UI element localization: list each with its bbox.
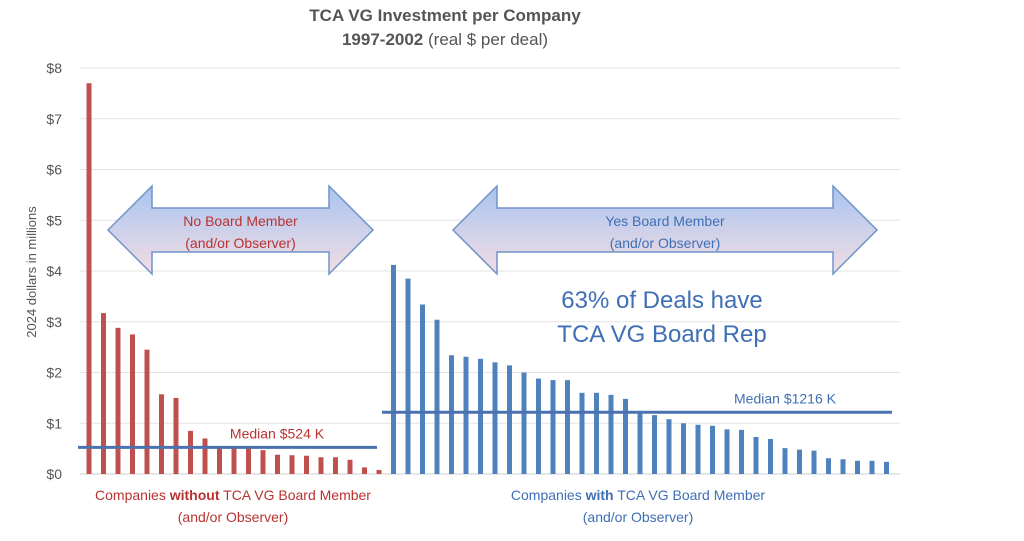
bar-with-board xyxy=(681,423,686,474)
right-arrow-text: (and/or Observer) xyxy=(610,235,720,251)
bar-with-board xyxy=(826,458,831,474)
bar-with-board xyxy=(478,358,483,474)
bar-without-board xyxy=(246,447,251,474)
x-group-label-without-part: TCA VG Board Member xyxy=(220,487,372,503)
left-arrow xyxy=(106,184,375,276)
subtitle-years: 1997-2002 xyxy=(341,30,424,49)
y-tick-label: $6 xyxy=(46,162,62,178)
bar-with-board xyxy=(884,461,889,474)
bar-with-board xyxy=(405,278,411,474)
y-tick-label: $8 xyxy=(46,60,62,76)
bar-with-board xyxy=(753,436,759,474)
right-arrow-text: Yes Board Member xyxy=(605,213,725,229)
bar-without-board xyxy=(347,459,353,474)
bar-with-board xyxy=(710,425,715,474)
x-group-label-with-part: TCA VG Board Member xyxy=(614,487,766,503)
y-tick-label: $1 xyxy=(46,415,62,431)
median-label: Median $524 K xyxy=(230,425,325,441)
bar-without-board xyxy=(173,397,179,474)
bar-without-board xyxy=(144,349,150,474)
y-tick-label: $7 xyxy=(46,111,62,127)
bar-with-board xyxy=(565,380,570,474)
y-tick-label: $0 xyxy=(46,466,62,482)
bar-with-board xyxy=(739,429,744,474)
bar-without-board xyxy=(304,455,309,474)
bar-with-board xyxy=(492,362,498,474)
x-group-label-without-part: Companies xyxy=(95,487,170,503)
bar-with-board xyxy=(608,394,614,474)
bar-with-board xyxy=(579,392,585,474)
bar-without-board xyxy=(231,446,237,474)
chart-subtitle: 1997-2002 (real $ per deal) xyxy=(0,30,890,50)
x-group-label-without-line2: (and/or Observer) xyxy=(178,509,288,525)
bar-with-board xyxy=(724,429,730,474)
bar-without-board xyxy=(217,446,222,474)
y-tick-label: $4 xyxy=(46,263,62,279)
bar-with-board xyxy=(507,365,512,474)
bar-with-board xyxy=(391,264,396,474)
bar-with-board xyxy=(623,398,628,474)
bar-with-board xyxy=(840,459,846,474)
bar-without-board xyxy=(260,450,266,474)
y-tick-label: $3 xyxy=(46,314,62,330)
bar-without-board xyxy=(202,438,208,474)
bar-without-board xyxy=(275,454,280,474)
bar-with-board xyxy=(463,356,469,474)
bar-without-board xyxy=(376,469,382,474)
x-group-label-with-part: with xyxy=(585,487,614,503)
bar-with-board xyxy=(637,412,643,474)
bar-without-board xyxy=(188,430,193,474)
subtitle-note: (real $ per deal) xyxy=(428,30,549,49)
bar-without-board xyxy=(101,313,106,474)
bar-with-board xyxy=(768,438,773,474)
median-label: Median $1216 K xyxy=(734,390,837,406)
bar-with-board xyxy=(797,449,802,474)
bar-with-board xyxy=(536,378,541,474)
bar-with-board xyxy=(594,392,599,474)
x-group-label-without-part: without xyxy=(169,487,220,503)
x-group-label-with-part: Companies xyxy=(511,487,586,503)
bar-with-board xyxy=(695,424,701,474)
bar-without-board xyxy=(289,455,295,474)
y-axis-label: 2024 dollars in millions xyxy=(24,206,39,338)
callout-text: 63% of Deals have xyxy=(561,287,762,314)
bar-without-board xyxy=(159,394,164,474)
x-group-label-with-line2: (and/or Observer) xyxy=(583,509,693,525)
bar-without-board xyxy=(318,457,324,474)
bar-with-board xyxy=(811,450,817,474)
bar-with-board xyxy=(449,355,454,474)
x-group-label-without: Companies without TCA VG Board Member xyxy=(95,487,371,503)
bar-with-board xyxy=(420,304,425,474)
bar-without-board xyxy=(333,457,338,474)
bar-without-board xyxy=(86,83,92,474)
bar-with-board xyxy=(550,380,556,474)
bar-with-board xyxy=(782,448,788,474)
bar-with-board xyxy=(855,460,860,474)
bar-without-board xyxy=(115,327,121,474)
right-arrow xyxy=(451,184,879,276)
left-arrow-text: (and/or Observer) xyxy=(185,235,295,251)
chart-title: TCA VG Investment per Company xyxy=(309,6,581,25)
x-group-label-with: Companies with TCA VG Board Member xyxy=(511,487,766,503)
bar-with-board xyxy=(652,415,657,474)
callout-text: TCA VG Board Rep xyxy=(557,321,766,348)
y-tick-label: $2 xyxy=(46,365,62,381)
bar-with-board xyxy=(434,319,440,474)
bar-with-board xyxy=(521,372,527,474)
left-arrow-text: No Board Member xyxy=(183,213,298,229)
bar-without-board xyxy=(130,334,135,474)
bar-with-board xyxy=(666,419,672,474)
bar-without-board xyxy=(362,467,367,474)
bar-with-board xyxy=(869,460,875,474)
y-tick-label: $5 xyxy=(46,212,62,228)
